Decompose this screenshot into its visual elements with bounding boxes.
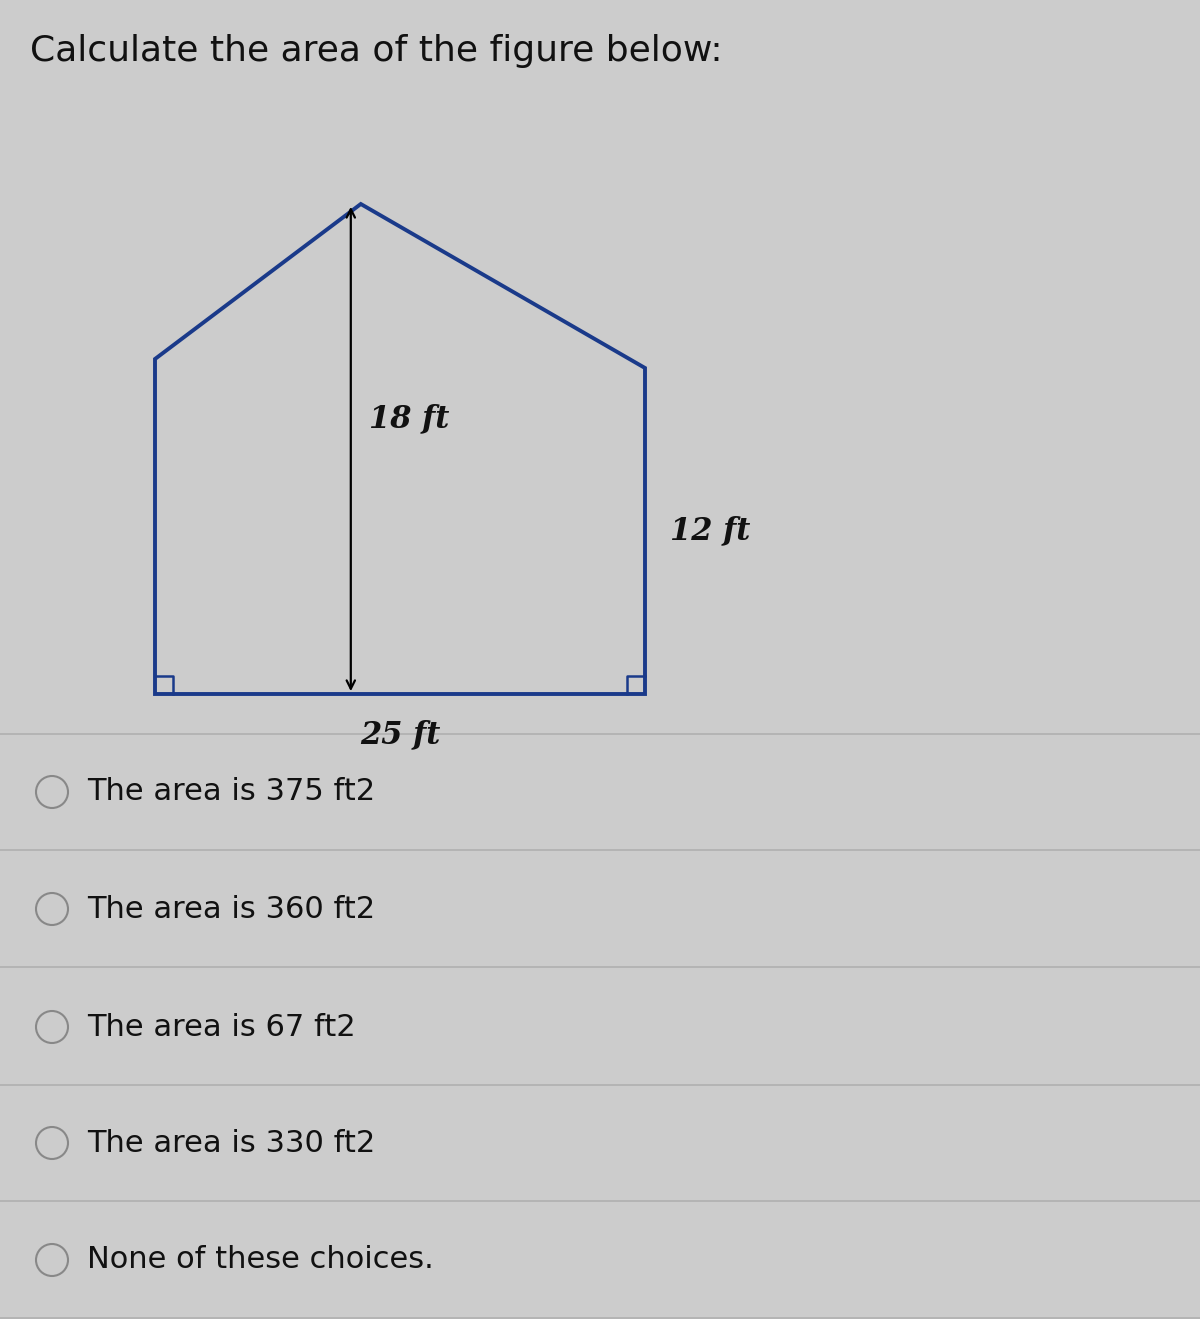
Text: 12 ft: 12 ft [670,516,750,546]
Text: Calculate the area of the figure below:: Calculate the area of the figure below: [30,34,722,69]
Text: The area is 360 ft2: The area is 360 ft2 [88,894,376,923]
Text: 18 ft: 18 ft [368,404,449,434]
Text: The area is 67 ft2: The area is 67 ft2 [88,1013,355,1042]
Text: The area is 375 ft2: The area is 375 ft2 [88,777,376,806]
Text: 25 ft: 25 ft [360,719,440,751]
Text: The area is 330 ft2: The area is 330 ft2 [88,1129,376,1158]
Text: None of these choices.: None of these choices. [88,1245,433,1274]
